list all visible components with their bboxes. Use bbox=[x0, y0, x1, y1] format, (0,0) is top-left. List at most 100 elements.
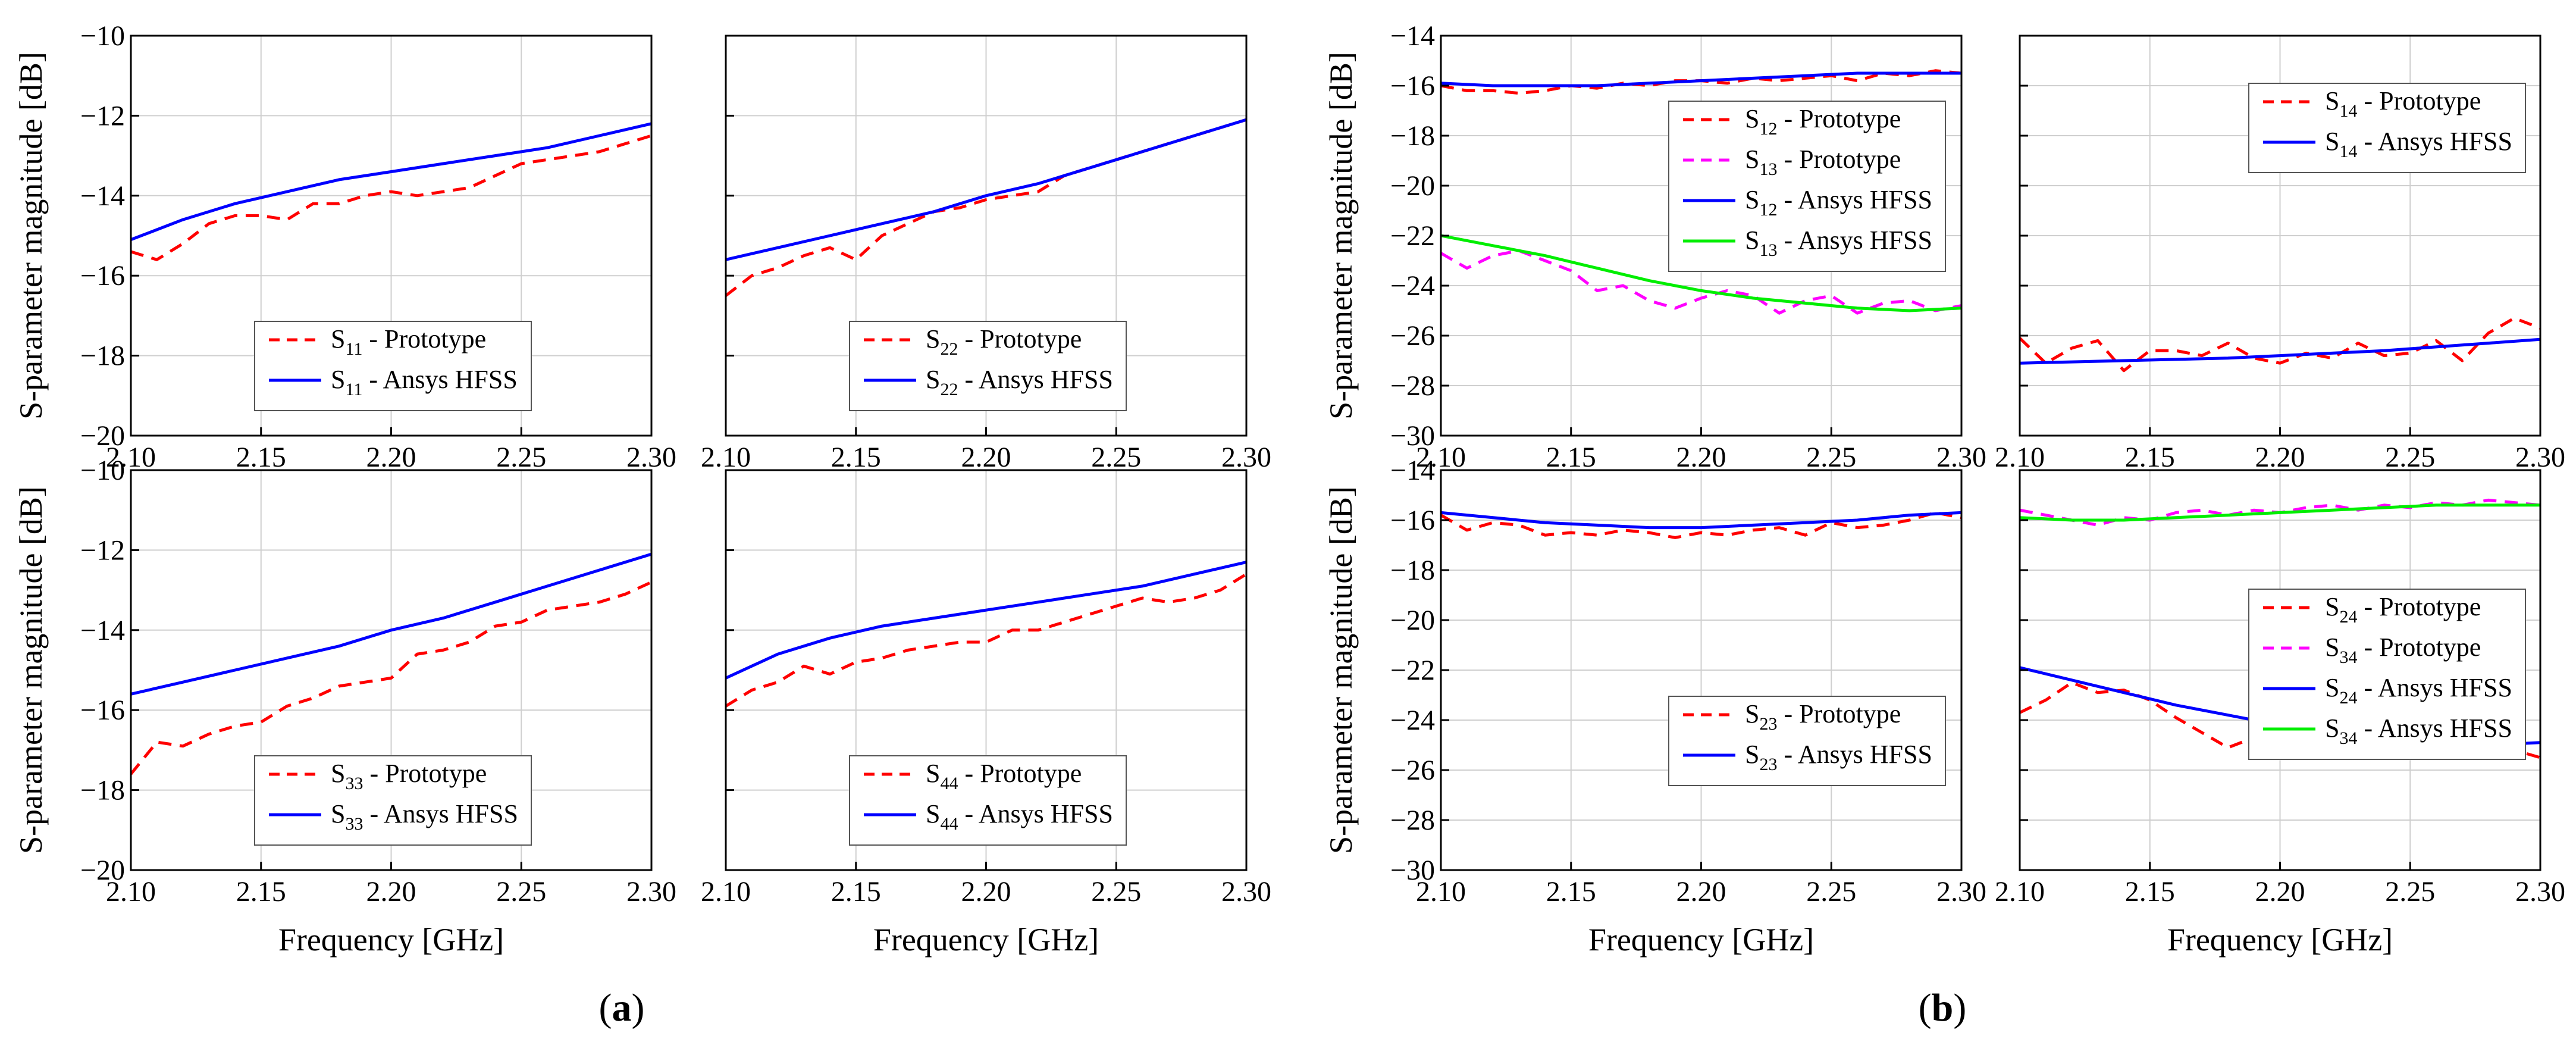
legend-description: - Prototype bbox=[1777, 104, 1901, 133]
legend-symbol: S bbox=[2325, 673, 2339, 702]
legend-description: - Prototype bbox=[1777, 145, 1901, 174]
legend-symbol: S bbox=[331, 365, 345, 394]
y-tick-label: −12 bbox=[80, 100, 125, 132]
legend-symbol: S bbox=[2325, 714, 2339, 743]
data-lines bbox=[726, 561, 1246, 708]
legend-description: - Ansys HFSS bbox=[2357, 673, 2512, 702]
x-tick-label: 2.10 bbox=[1995, 876, 2045, 908]
legend-symbol: S bbox=[1745, 699, 1759, 728]
x-tick-label: 2.30 bbox=[626, 442, 676, 473]
legend-entry: S14 - Prototype bbox=[2325, 86, 2481, 121]
legend-symbol: S bbox=[1745, 145, 1759, 174]
legend-symbol: S bbox=[1745, 740, 1759, 769]
y-tick-label: −20 bbox=[1390, 170, 1435, 202]
y-tick-label: −12 bbox=[80, 534, 125, 566]
legend-description: - Ansys HFSS bbox=[958, 799, 1112, 828]
series-line-13-prototype bbox=[1441, 249, 1961, 315]
y-tick-label: −16 bbox=[80, 260, 125, 292]
legend-entry: S11 - Prototype bbox=[331, 324, 486, 359]
legend-entry: S33 - Ansys HFSS bbox=[331, 799, 518, 834]
y-tick-label: −22 bbox=[1390, 655, 1435, 686]
x-axis-label: Frequency [GHz] bbox=[278, 922, 504, 958]
legend-entry: S23 - Prototype bbox=[1745, 699, 1901, 734]
legend-box bbox=[849, 321, 1127, 411]
legend-entry: S13 - Prototype bbox=[1745, 145, 1901, 179]
y-tick-label: −14 bbox=[80, 180, 125, 212]
legend-subscript: 24 bbox=[2339, 607, 2357, 627]
series-line-22-hfss bbox=[726, 118, 1246, 261]
x-tick-label: 2.25 bbox=[1091, 442, 1141, 473]
legend-symbol: S bbox=[2325, 633, 2339, 662]
x-tick-label: 2.15 bbox=[2125, 442, 2175, 473]
legend-subscript: 12 bbox=[1759, 200, 1777, 220]
legend-subscript: 44 bbox=[940, 774, 958, 793]
x-tick-label: 2.20 bbox=[961, 876, 1011, 908]
y-tick-label: −18 bbox=[80, 775, 125, 806]
x-tick-label: 2.25 bbox=[1806, 442, 1856, 473]
panel-label-a: (a) bbox=[599, 986, 645, 1030]
y-tick-label: −28 bbox=[1390, 805, 1435, 836]
x-tick-label: 2.25 bbox=[1091, 876, 1141, 908]
y-tick-label: −14 bbox=[1390, 20, 1435, 52]
legend-box bbox=[2248, 83, 2526, 173]
legend-subscript: 23 bbox=[1759, 755, 1777, 774]
legend-description: - Prototype bbox=[363, 759, 487, 788]
y-tick-label: −22 bbox=[1390, 220, 1435, 252]
y-tick-label: −18 bbox=[80, 340, 125, 372]
y-tick-label: −24 bbox=[1390, 270, 1435, 302]
legend-box bbox=[1668, 101, 1946, 272]
legend-subscript: 14 bbox=[2339, 142, 2357, 161]
legend-entry: S13 - Ansys HFSS bbox=[1745, 226, 1932, 260]
x-tick-label: 2.15 bbox=[2125, 876, 2175, 908]
data-lines bbox=[726, 118, 1246, 297]
x-tick-label: 2.25 bbox=[2385, 442, 2435, 473]
legend-subscript: 22 bbox=[940, 380, 958, 399]
legend-subscript: 24 bbox=[2339, 688, 2357, 708]
legend-entry: S24 - Prototype bbox=[2325, 592, 2481, 627]
x-axis-label: Frequency [GHz] bbox=[1588, 922, 1814, 958]
x-tick-label: 2.10 bbox=[1995, 442, 2045, 473]
legend-subscript: 33 bbox=[345, 774, 363, 793]
legend-symbol: S bbox=[2325, 127, 2339, 156]
x-tick-label: 2.10 bbox=[106, 876, 156, 908]
legend-description: - Prototype bbox=[362, 324, 486, 353]
series-line-23-hfss bbox=[1441, 511, 1961, 530]
legend-subscript: 44 bbox=[940, 814, 958, 834]
x-tick-label: 2.10 bbox=[1416, 442, 1466, 473]
legend-symbol: S bbox=[1745, 104, 1759, 133]
legend-subscript: 11 bbox=[345, 380, 362, 399]
legend-subscript: 13 bbox=[1759, 240, 1777, 260]
legend-symbol: S bbox=[1745, 185, 1759, 214]
legend-description: - Ansys HFSS bbox=[1777, 185, 1932, 214]
legend-entry: S12 - Ansys HFSS bbox=[1745, 185, 1932, 220]
series-line-44-hfss bbox=[726, 561, 1246, 680]
legend-subscript: 34 bbox=[2339, 728, 2357, 748]
legend-subscript: 14 bbox=[2339, 101, 2357, 121]
chart-panel-b-1-0: 2.10 2.15 2.20 2.25 2.30 −30 −28 −26 −24 −22 −20 −1… bbox=[1323, 455, 1986, 958]
y-tick-label: −14 bbox=[1390, 455, 1435, 486]
legend-symbol: S bbox=[331, 799, 345, 828]
legend-description: - Prototype bbox=[958, 324, 1082, 353]
x-tick-label: 2.20 bbox=[2255, 442, 2305, 473]
series-line-11-hfss bbox=[131, 122, 651, 242]
y-tick-label: −18 bbox=[1390, 120, 1435, 152]
x-tick-label: 2.30 bbox=[1936, 876, 1986, 908]
x-tick-label: 2.25 bbox=[1806, 876, 1856, 908]
legend-description: - Ansys HFSS bbox=[2357, 127, 2512, 156]
legend-subscript: 12 bbox=[1759, 119, 1777, 139]
series-line-14-hfss bbox=[2020, 337, 2540, 365]
y-tick-label: −30 bbox=[1390, 420, 1435, 452]
legend-subscript: 34 bbox=[2339, 647, 2357, 667]
y-axis-label: S-parameter magnitude [dB] bbox=[13, 52, 49, 420]
x-tick-label: 2.15 bbox=[831, 442, 881, 473]
x-axis-label: Frequency [GHz] bbox=[873, 922, 1099, 958]
data-lines bbox=[131, 552, 651, 775]
legend-box bbox=[1668, 696, 1946, 786]
legend-subscript: 13 bbox=[1759, 159, 1777, 179]
legend-box bbox=[254, 321, 532, 411]
